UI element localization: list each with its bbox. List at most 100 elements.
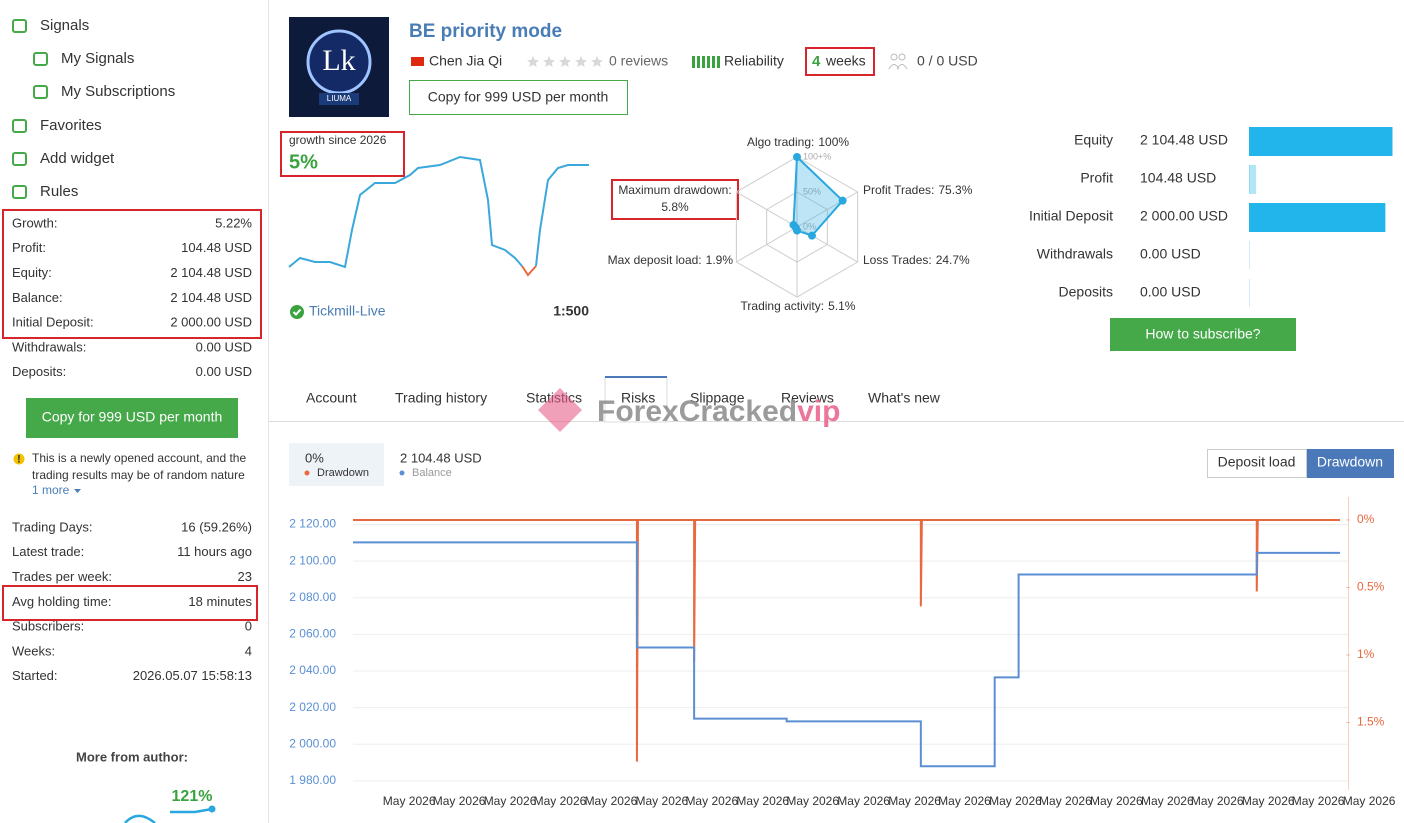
nav-item[interactable]: Rules: [40, 183, 78, 200]
x-tick-label: May 2026: [1343, 794, 1396, 808]
tab[interactable]: Trading history: [395, 390, 487, 406]
growth-line: [288, 155, 523, 269]
logo-text: LIUMA: [327, 94, 352, 103]
radar-axis-value: 1.9%: [706, 253, 734, 267]
x-tick-label: May 2026: [1141, 794, 1194, 808]
x-tick-label: May 2026: [888, 794, 941, 808]
tab[interactable]: Slippage: [690, 390, 745, 406]
y2-tick-label: 1%: [1357, 647, 1375, 661]
logo-letters: Lk: [322, 44, 355, 77]
radar-axis-label: Trading activity: 5.1%: [741, 299, 856, 313]
subscribe-button-label[interactable]: How to subscribe?: [1145, 326, 1260, 342]
stat-label: Avg holding time:: [12, 594, 112, 609]
stat-value: 2 104.48 USD: [170, 290, 252, 305]
header-copy-button[interactable]: [409, 80, 628, 115]
x-tick-label: May 2026: [1191, 794, 1244, 808]
subscribe-button[interactable]: [1110, 318, 1296, 351]
growth-value: 5%: [289, 151, 318, 173]
y-tick-label: 2 080.00: [289, 590, 336, 604]
stat-value: 0.00 USD: [196, 339, 252, 354]
nav-item[interactable]: Add widget: [40, 150, 115, 167]
x-tick-label: May 2026: [534, 794, 587, 808]
nav-item[interactable]: Favorites: [40, 117, 102, 134]
y-tick-label: 2 100.00: [289, 553, 336, 567]
signal-title: BE priority mode: [409, 21, 562, 42]
stat-value: 4: [245, 643, 252, 658]
x-tick-label: May 2026: [989, 794, 1042, 808]
x-tick-label: May 2026: [1292, 794, 1345, 808]
stat-value: 23: [238, 569, 252, 584]
radar-axis-label: Loss Trades: 24.7%: [863, 253, 970, 267]
nav-item[interactable]: My Signals: [61, 50, 134, 67]
legend-box: [289, 443, 384, 486]
reliability: Reliability: [724, 53, 784, 69]
logo: Lk LIUMA: [289, 17, 389, 117]
author-name[interactable]: Chen Jia Qi: [429, 53, 502, 69]
stat-label: Balance:: [12, 290, 63, 305]
stat-label: Weeks:: [12, 643, 55, 658]
reliability-bars: [692, 56, 720, 68]
rating-stars: [527, 56, 603, 68]
radar-axis-value: 24.7%: [936, 253, 970, 267]
highlight-box: [611, 179, 739, 220]
mode-button-label[interactable]: Deposit load: [1218, 454, 1296, 470]
series-line: [353, 518, 1340, 762]
stat-value: 104.48 USD: [181, 240, 252, 255]
x-tick-label: May 2026: [837, 794, 890, 808]
broker[interactable]: Tickmill-Live: [309, 303, 386, 319]
bar-value-label: 2 000.00 USD: [1140, 208, 1228, 224]
radar-point: [793, 153, 801, 161]
more-link[interactable]: 1 more: [32, 483, 70, 497]
stat-value: 18 minutes: [188, 594, 252, 609]
stat-label: Initial Deposit:: [12, 315, 94, 330]
nav-item[interactable]: My Subscriptions: [61, 83, 175, 100]
highlight-box: [280, 131, 405, 177]
radar-point: [789, 220, 798, 229]
radar-axis-label: Algo trading: 100%: [747, 135, 849, 149]
notice: This is a newly opened account, and the: [32, 451, 246, 465]
stat-value: 0.00 USD: [196, 364, 252, 379]
y2-tick-label: 0%: [1357, 512, 1375, 526]
header-copy-button-label[interactable]: Copy for 999 USD per month: [428, 89, 609, 105]
mode-button-label[interactable]: Drawdown: [1317, 454, 1383, 470]
radar-axis-name: Maximum drawdown:: [618, 183, 731, 197]
more-from-author: More from author:: [76, 749, 188, 764]
highlight-box: [2, 209, 262, 339]
bar-value-label: 0.00 USD: [1140, 284, 1201, 300]
radar-axis-name: Max deposit load:: [608, 253, 702, 267]
watermark-logo: [538, 388, 582, 432]
radar-tick-label: 100+%: [803, 151, 831, 161]
nav-icon: [12, 185, 27, 199]
legend-name: Drawdown: [317, 467, 369, 479]
tab[interactable]: Reviews: [781, 390, 834, 406]
tab[interactable]: Risks: [621, 390, 655, 406]
x-tick-label: May 2026: [1090, 794, 1143, 808]
copy-button[interactable]: [26, 398, 238, 438]
stat-label: Started:: [12, 668, 58, 683]
stat-label: Growth:: [12, 215, 58, 230]
author-sparkline-dot: [208, 805, 216, 813]
copy-button-label[interactable]: Copy for 999 USD per month: [42, 409, 223, 425]
bar-category: Withdrawals: [1037, 246, 1113, 262]
more-arrow[interactable]: [74, 489, 81, 493]
mode-button[interactable]: [1207, 449, 1307, 478]
radar-axis: [736, 226, 798, 263]
stat-label: Deposits:: [12, 364, 66, 379]
nav-icon: [33, 52, 48, 66]
y-tick-label: 2 020.00: [289, 700, 336, 714]
x-tick-label: May 2026: [736, 794, 789, 808]
legend-value: 0%: [305, 450, 324, 465]
tab[interactable]: Account: [306, 390, 357, 406]
reviews[interactable]: 0 reviews: [609, 53, 668, 69]
radar-axis: [736, 191, 798, 228]
legend-dot: [304, 470, 310, 476]
y-tick-label: 2 060.00: [289, 627, 336, 641]
tab[interactable]: What's new: [868, 390, 941, 406]
nav-icon: [12, 119, 27, 133]
weeks-unit: weeks: [825, 53, 866, 69]
bar-category: Deposits: [1059, 284, 1113, 300]
x-tick-label: May 2026: [636, 794, 689, 808]
nav-item[interactable]: Signals: [40, 17, 89, 34]
mode-button[interactable]: [1307, 449, 1394, 478]
notice-icon-mark: !: [17, 453, 21, 465]
